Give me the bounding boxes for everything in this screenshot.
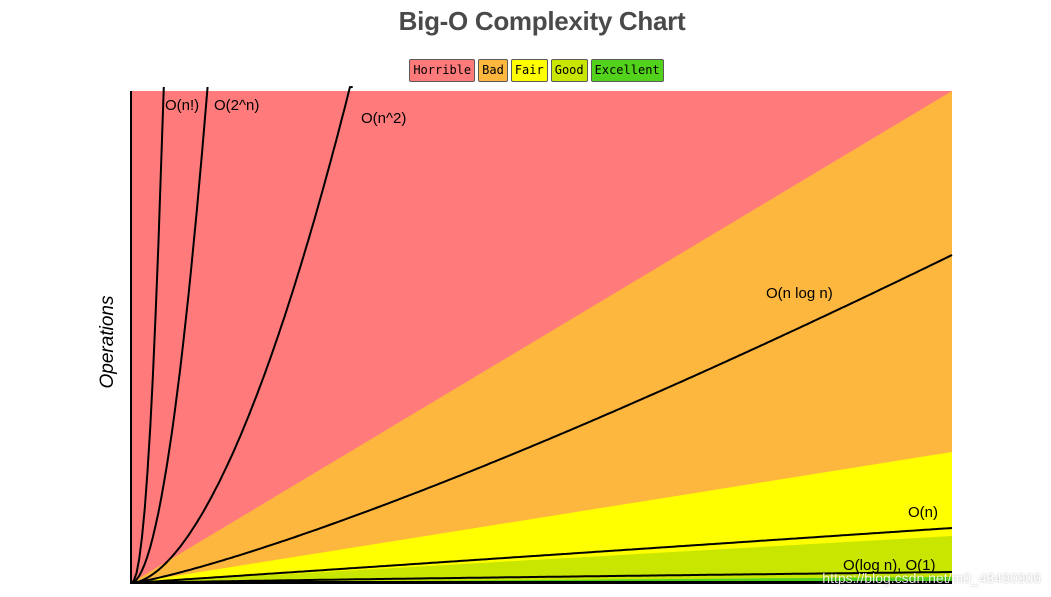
zone-bad: [131, 91, 952, 583]
label-log-constant: O(log n), O(1): [843, 557, 936, 574]
curve-linear: [130, 527, 953, 584]
label-factorial: O(n!): [165, 97, 199, 114]
legend: Horrible Bad Fair Good Excellent: [0, 59, 1051, 82]
curve-exponential: [130, 86, 209, 584]
label-nlogn: O(n log n): [766, 285, 833, 302]
label-quadratic: O(n^2): [361, 110, 406, 127]
curve-factorial: [130, 86, 165, 584]
chart-title: Big-O Complexity Chart: [398, 6, 686, 36]
legend-item-horrible: Horrible: [409, 59, 476, 82]
zone-good: [131, 536, 952, 583]
curve-nlogn: [130, 254, 953, 584]
curve-constant: [130, 571, 952, 584]
watermark: https://blog.csdn.net/m0_48490906: [822, 570, 1041, 586]
curve-labels: O(n!) O(2^n) O(n^2) O(n log n) O(n) O(lo…: [165, 97, 938, 574]
legend-item-fair: Fair: [510, 59, 548, 82]
label-linear: O(n): [908, 504, 938, 521]
label-exponential: O(2^n): [214, 97, 259, 114]
legend-item-excellent: Excellent: [590, 59, 664, 82]
complexity-zones: [131, 91, 952, 583]
axes: [130, 91, 952, 584]
curve-quadratic: [130, 86, 353, 584]
legend-item-bad: Bad: [478, 59, 508, 82]
legend-item-good: Good: [550, 59, 588, 82]
